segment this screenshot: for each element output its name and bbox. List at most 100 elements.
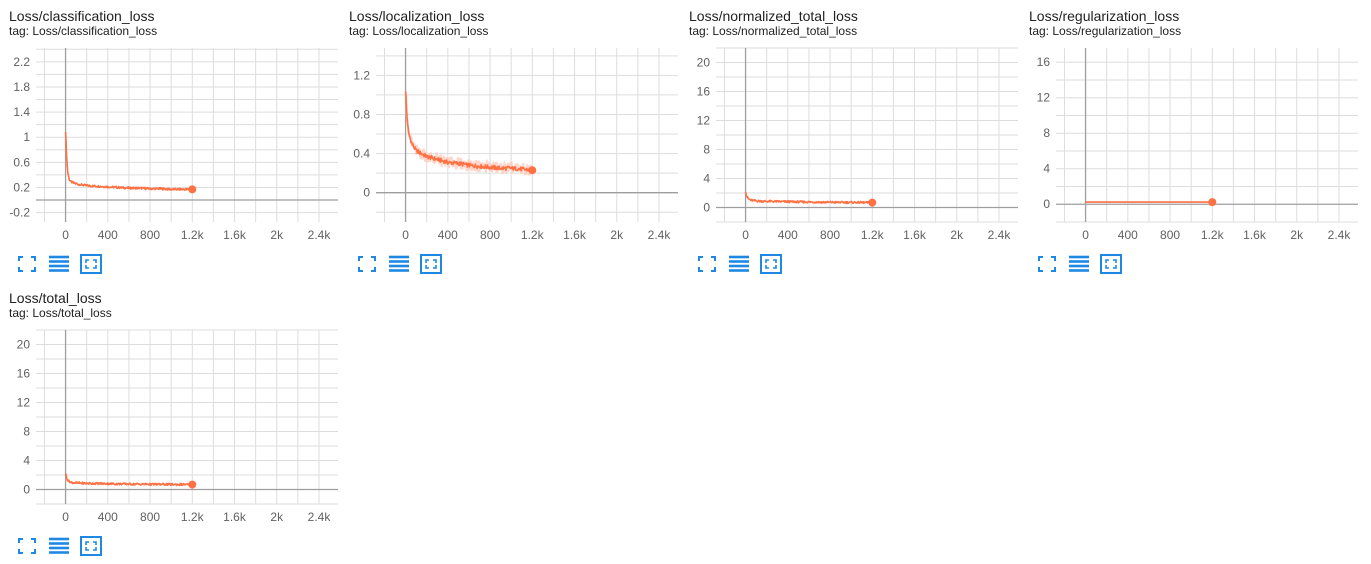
fullscreen-corner [711,256,716,261]
last-point-marker [528,166,537,175]
y-tick-label: 0.4 [353,147,370,161]
fit-corner [1105,259,1109,263]
fit-domain-icon[interactable] [1100,254,1122,274]
x-tick-label: 400 [98,510,118,524]
fit-corner [773,259,777,263]
fullscreen-icon-glyph [18,538,36,554]
y-tick-label: 16 [697,85,711,99]
last-point-marker [1208,198,1217,207]
line-chart[interactable]: 0 400 800 1.2k 1.6k 2k 2.4k -0.2 0.2 0.6 1 1.4 1.8 2.… [0,40,340,250]
x-tick-label: 400 [438,228,458,242]
fullscreen-icon[interactable] [16,536,38,556]
line-chart[interactable]: 0 400 800 1.2k 1.6k 2k 2.4k 0 4 8 12 16 20 [680,40,1020,250]
fit-domain-icon-glyph [80,536,102,556]
fit-frame [80,536,102,556]
fullscreen-icon[interactable] [16,254,38,274]
card-tag: tag: Loss/total_loss [9,306,112,320]
x-tick-label: 1.6k [223,228,247,242]
card-title: Loss/total_loss [9,290,102,306]
fit-domain-icon-glyph [1100,254,1122,274]
x-tick-label: 400 [778,228,798,242]
table-line [389,255,409,259]
fullscreen-icon[interactable] [1036,254,1058,274]
x-tick-label: 2.4k [308,510,332,524]
table-line [49,269,69,272]
x-tick-label: 800 [820,228,840,242]
fullscreen-corner [18,549,23,554]
fit-corner [85,541,89,545]
fullscreen-corner [31,256,36,261]
fit-corner [765,265,769,269]
chart-card-total-loss: Loss/total_loss tag: Loss/total_loss 0 40… [0,282,338,564]
data-table-icon[interactable] [728,254,750,274]
x-tick-label: 0 [62,228,69,242]
fit-domain-icon[interactable] [420,254,442,274]
line-chart[interactable]: 0 400 800 1.2k 1.6k 2k 2.4k 0 0.4 0.8 1.2 [340,40,680,250]
series-line [744,191,873,205]
series-line [64,131,193,191]
data-table-icon[interactable] [1068,254,1090,274]
card-title: Loss/regularization_loss [1029,8,1180,24]
fit-frame [760,254,782,274]
series-line [64,473,193,487]
fit-domain-icon[interactable] [760,254,782,274]
data-table-icon[interactable] [388,254,410,274]
x-tick-label: 1.6k [903,228,927,242]
y-tick-label: 0 [1043,197,1050,211]
line-chart[interactable]: 0 400 800 1.2k 1.6k 2k 2.4k 0 4 8 12 16 [1020,40,1360,250]
table-line [389,260,409,263]
fullscreen-corner [358,256,363,261]
fit-domain-icon[interactable] [80,536,102,556]
data-table-icon[interactable] [48,536,70,556]
x-tick-label: 1.2k [521,228,545,242]
x-tick-label: 2.4k [988,228,1012,242]
y-tick-label: 0 [703,201,710,215]
x-tick-label: 2k [270,510,284,524]
fullscreen-icon-glyph [698,256,716,272]
y-tick-label: 1.2 [353,68,370,82]
table-line [49,264,69,268]
table-line [389,269,409,272]
data-table-icon[interactable] [48,254,70,274]
fullscreen-corner [18,538,23,543]
fit-frame [1100,254,1122,274]
y-gridlines [36,329,338,505]
x-tick-label: 1.6k [1243,228,1267,242]
x-tick-label: 2.4k [1328,228,1352,242]
y-tick-label: 1.4 [13,105,30,119]
chart-card-classification-loss: Loss/classification_loss tag: Loss/class… [0,0,338,282]
fit-domain-icon[interactable] [80,254,102,274]
fullscreen-corner [1038,256,1043,261]
fullscreen-corner [31,549,36,554]
x-tick-label: 1.2k [181,228,205,242]
table-line [389,264,409,268]
fullscreen-icon-glyph [1038,256,1056,272]
fullscreen-icon[interactable] [696,254,718,274]
fullscreen-icon[interactable] [356,254,378,274]
x-tick-label: 2k [270,228,284,242]
y-tick-label: 8 [703,143,710,157]
card-tag: tag: Loss/localization_loss [349,24,489,38]
y-tick-label: 20 [17,338,31,352]
fullscreen-corner [18,267,23,272]
x-tick-label: 0 [742,228,749,242]
line-chart[interactable]: 0 400 800 1.2k 1.6k 2k 2.4k 0 4 8 12 16 20 [0,322,340,532]
fullscreen-corner [1051,256,1056,261]
y-tick-label: 0.8 [353,107,370,121]
card-tag: tag: Loss/regularization_loss [1029,24,1182,38]
y-gridlines [1056,61,1358,223]
fullscreen-corner [371,256,376,261]
y-tick-label: 8 [1043,126,1050,140]
y-tick-label: 16 [1037,55,1051,69]
data-table-icon-glyph [729,255,749,272]
card-title: Loss/normalized_total_loss [689,8,858,24]
fit-frame [420,254,442,274]
y-tick-label: 12 [1037,91,1051,105]
fit-domain-icon-glyph [760,254,782,274]
x-tick-label: 800 [140,228,160,242]
x-tick-label: 800 [1160,228,1180,242]
data-table-icon-glyph [49,537,69,554]
fit-corner [93,259,97,263]
x-tick-label: 2k [950,228,964,242]
table-line [49,546,69,550]
